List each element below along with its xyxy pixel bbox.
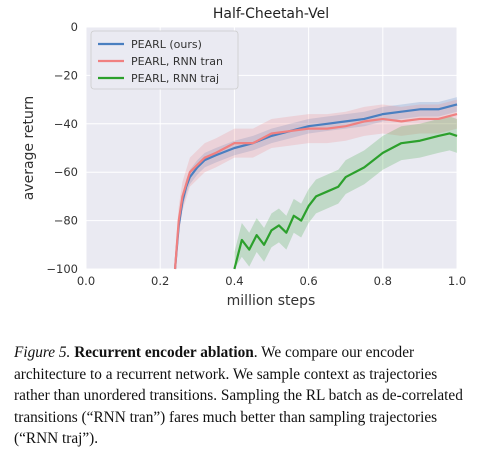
figure-caption: Figure 5. Recurrent encoder ablation. We…	[14, 342, 469, 450]
x-tick-label: 0.0	[77, 274, 95, 288]
chart-title: Half-Cheetah-Vel	[213, 6, 329, 22]
series-band-0	[175, 97, 458, 270]
y-tick-label: −100	[46, 262, 78, 276]
tick-labels: 0.0 0.2 0.4 0.6 0.8 1.0 0 −20 −40 −60 −80 −100	[46, 20, 466, 288]
series-line-1	[173, 113, 458, 270]
caption-label: Figure 5.	[14, 344, 71, 361]
legend: PEARL (ours) PEARL, RNN tran PEARL, RNN …	[90, 30, 239, 90]
x-tick-label: 0.2	[151, 274, 169, 288]
series-lines	[173, 103, 458, 270]
x-axis-label: million steps	[227, 293, 316, 309]
legend-label-rnn-traj: PEARL, RNN traj	[131, 72, 219, 85]
series-line-2	[233, 132, 458, 270]
series-band-1	[175, 99, 458, 269]
y-tick-label: −80	[54, 214, 78, 228]
confidence-bands	[175, 97, 458, 270]
legend-label-pearl: PEARL (ours)	[131, 38, 202, 51]
legend-box	[90, 30, 239, 90]
chart-figure: Half-Cheetah-Vel 0.0 0.2 0.4 0.6 0.8 1.0 0 −20 −…	[21, 6, 466, 309]
y-tick-label: 0	[71, 20, 78, 34]
y-tick-label: −60	[54, 165, 78, 179]
y-axis-label: average return	[21, 96, 37, 201]
x-tick-label: 0.6	[299, 274, 317, 288]
y-tick-label: −40	[54, 117, 78, 131]
y-tick-label: −20	[54, 68, 78, 82]
caption-body: . We compare our encoder architecture to…	[14, 344, 463, 447]
caption-title: Recurrent encoder ablation	[74, 344, 254, 361]
legend-label-rnn-tran: PEARL, RNN tran	[131, 55, 223, 68]
x-tick-label: 0.8	[374, 274, 392, 288]
x-tick-label: 1.0	[448, 274, 466, 288]
series-band-2	[234, 116, 457, 269]
x-tick-label: 0.4	[225, 274, 243, 288]
